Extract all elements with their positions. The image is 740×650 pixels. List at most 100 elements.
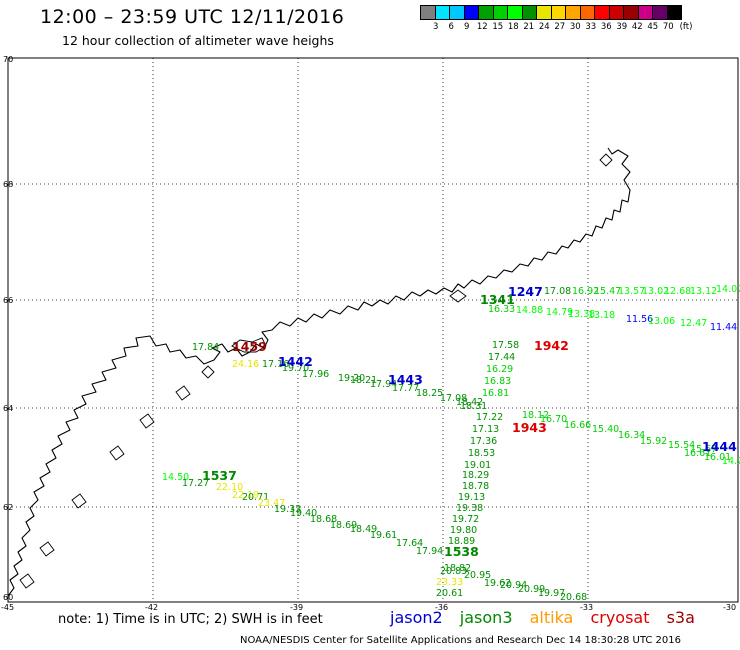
legend-label: 21 (521, 22, 537, 32)
swh-value: 18.29 (462, 470, 489, 481)
legend-label: 45 (645, 22, 661, 32)
legend-swatch (551, 5, 567, 20)
swh-value: 18.31 (460, 401, 487, 412)
swh-value: 14.2 (722, 456, 740, 467)
legend-label: 15 (490, 22, 506, 32)
pass-time-label: 1443 (388, 372, 423, 387)
legend-swatch (435, 5, 451, 20)
pass-time-label: 1538 (444, 544, 479, 559)
lat-label: 70 (3, 55, 13, 64)
legend-swatch (536, 5, 552, 20)
swh-value: 17.58 (492, 340, 519, 351)
lon-label: -42 (145, 603, 158, 612)
swh-value: 24.16 (232, 359, 259, 370)
swh-value: 20.61 (436, 588, 463, 599)
pass-time-label: 1943 (512, 420, 547, 435)
swh-value: 17.94 (416, 546, 443, 557)
pass-time-label: 1444 (702, 439, 737, 454)
swh-value: 12.47 (680, 318, 707, 329)
graticule (8, 58, 738, 602)
pass-time-label: 1442 (278, 354, 313, 369)
satellite-legend: jason2 jason3 altika cryosat s3a (390, 608, 707, 627)
swh-value: 14.07 (716, 284, 740, 295)
legend-swatch (594, 5, 610, 20)
legend-swatch (609, 5, 625, 20)
color-legend (420, 5, 681, 20)
swh-value: 17.96 (302, 369, 329, 380)
pass-time-label: 1537 (202, 468, 237, 483)
legend-label: 12 (475, 22, 491, 32)
footer-credit: NOAA/NESDIS Center for Satellite Applica… (240, 635, 681, 646)
legend-swatch (420, 5, 436, 20)
pass-time-label: 1942 (534, 338, 569, 353)
swh-value: 13.12 (690, 286, 717, 297)
swh-value: 17.44 (488, 352, 515, 363)
legend-unit: (ft) (676, 22, 696, 32)
satellite-jason2: jason2 (390, 608, 443, 627)
swh-value: 23.33 (436, 577, 463, 588)
lon-label: -45 (1, 603, 14, 612)
swh-value: 17.84 (192, 342, 219, 353)
legend-swatch (478, 5, 494, 20)
note-text: note: 1) Time is in UTC; 2) SWH is in fe… (58, 612, 323, 627)
swh-value: 19.61 (370, 530, 397, 541)
legend-swatch (493, 5, 509, 20)
satellite-jason3: jason3 (460, 608, 513, 627)
legend-swatch (638, 5, 654, 20)
legend-label: 18 (506, 22, 522, 32)
swh-value: 18.78 (462, 481, 489, 492)
swh-value: 19.38 (456, 503, 483, 514)
swh-value: 17.22 (476, 412, 503, 423)
swh-value: 20.68 (560, 592, 587, 603)
swh-value: 16.83 (484, 376, 511, 387)
legend-label: 27 (552, 22, 568, 32)
color-legend-labels: 36912151821242730333639424570(ft) (420, 22, 696, 32)
pass-time-label: 1341 (480, 292, 515, 307)
legend-label: 33 (583, 22, 599, 32)
satellite-altika: altika (530, 608, 574, 627)
swh-value: 17.13 (472, 424, 499, 435)
legend-swatch (667, 5, 683, 20)
legend-label: 3 (428, 22, 444, 32)
legend-swatch (464, 5, 480, 20)
swh-value: 15.40 (592, 424, 619, 435)
legend-label: 42 (630, 22, 646, 32)
swh-value: 12.68 (664, 286, 691, 297)
lon-label: -39 (290, 603, 303, 612)
legend-label: 36 (599, 22, 615, 32)
legend-label: 39 (614, 22, 630, 32)
legend-swatch (449, 5, 465, 20)
satellite-cryosat: cryosat (590, 608, 649, 627)
swh-value: 16.66 (564, 420, 591, 431)
swh-value: 15.92 (640, 436, 667, 447)
swh-value: 19.80 (450, 525, 477, 536)
legend-swatch (507, 5, 523, 20)
map-frame (8, 58, 738, 602)
legend-swatch (652, 5, 668, 20)
swh-value: 16.29 (486, 364, 513, 375)
page-title: 12:00 – 23:59 UTC 12/11/2016 (40, 6, 344, 28)
swh-value: 11.44 (710, 322, 737, 333)
pass-time-label: 1459 (232, 339, 267, 354)
swh-value: 13.06 (648, 316, 675, 327)
legend-label: 6 (444, 22, 460, 32)
lat-label: 64 (3, 404, 13, 413)
page-subtitle: 12 hour collection of altimeter wave hei… (62, 33, 334, 48)
lat-label: 68 (3, 180, 13, 189)
satellite-s3a: s3a (667, 608, 695, 627)
swh-value: 18.53 (468, 448, 495, 459)
lat-label: 60 (3, 593, 13, 602)
lat-label: 62 (3, 503, 13, 512)
swh-value: 13.18 (588, 310, 615, 321)
legend-swatch (565, 5, 581, 20)
swh-value: 19.13 (458, 492, 485, 503)
legend-label: 30 (568, 22, 584, 32)
legend-label: 9 (459, 22, 475, 32)
legend-label: 70 (661, 22, 677, 32)
legend-swatch (580, 5, 596, 20)
lat-label: 66 (3, 296, 13, 305)
swh-value: 17.08 (544, 286, 571, 297)
legend-swatch (522, 5, 538, 20)
lon-label: -30 (723, 603, 736, 612)
